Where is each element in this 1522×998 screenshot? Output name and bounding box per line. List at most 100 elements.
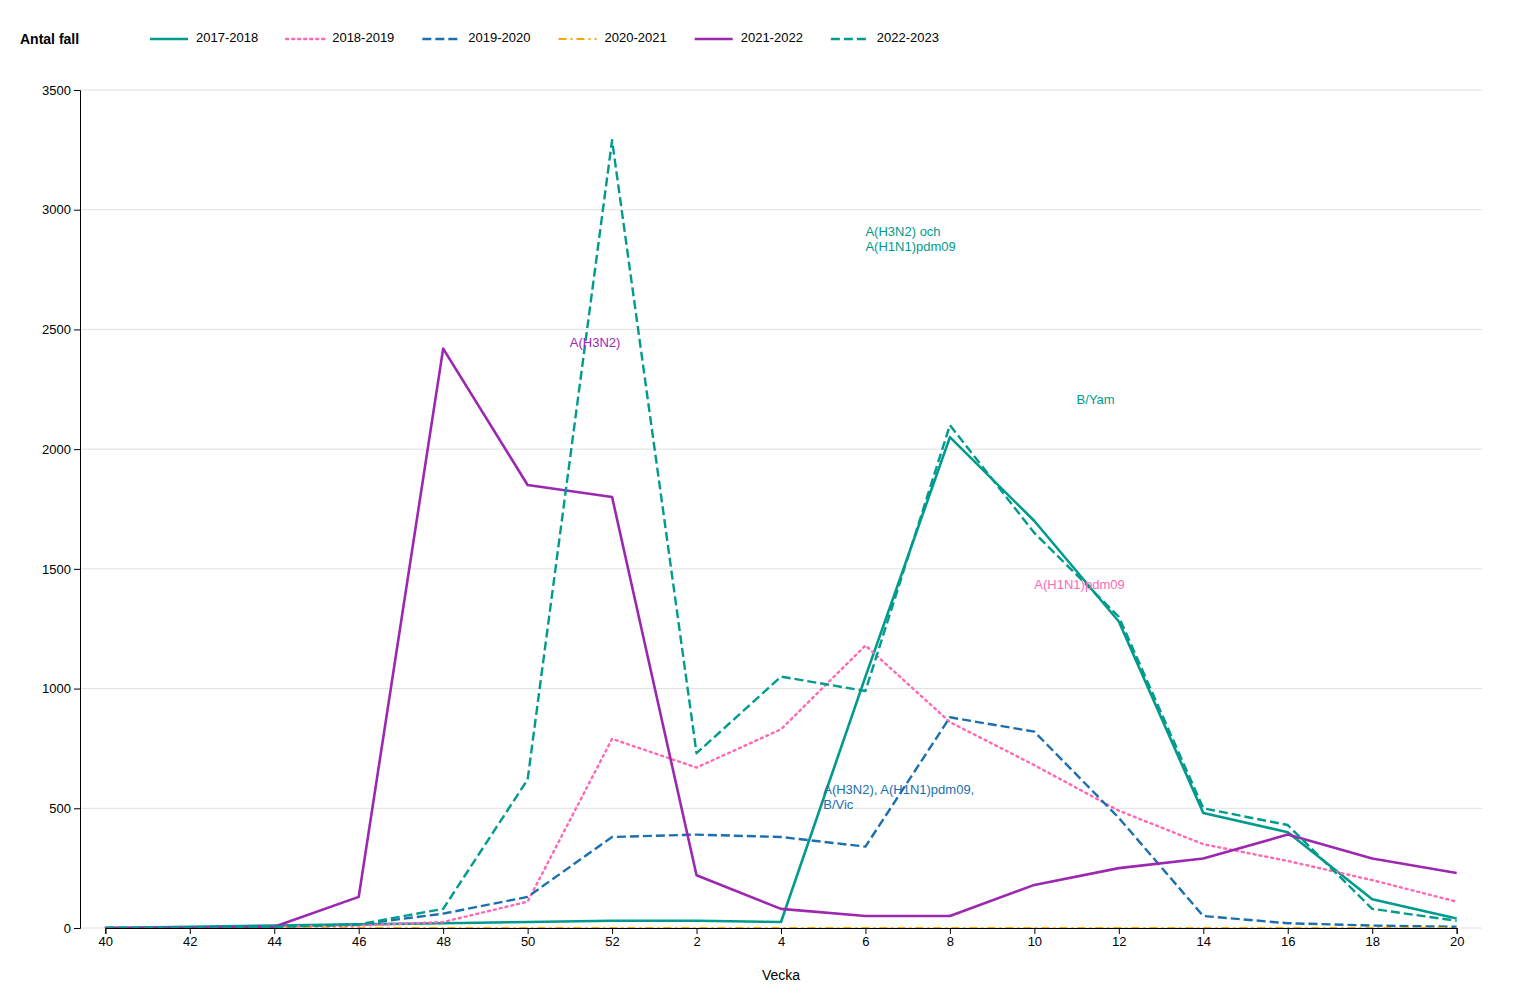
x-tick-mark <box>1119 928 1120 934</box>
x-tick-label: 16 <box>1281 934 1295 949</box>
grid-line <box>80 329 1482 330</box>
x-tick-mark <box>781 928 782 934</box>
x-tick: 52 <box>605 928 619 949</box>
x-tick: 6 <box>862 928 869 949</box>
x-tick: 46 <box>352 928 366 949</box>
x-tick-label: 52 <box>605 934 619 949</box>
x-tick-mark <box>528 928 529 934</box>
annotation-line: A(H3N2) och <box>865 225 940 240</box>
y-tick-mark <box>74 569 80 570</box>
x-tick-mark <box>359 928 360 934</box>
x-tick: 48 <box>436 928 450 949</box>
x-tick: 10 <box>1028 928 1042 949</box>
legend-item: 2019-2020 <box>422 30 530 45</box>
x-tick-mark <box>1203 928 1204 934</box>
annotation-line: A(H3N2) <box>570 335 621 350</box>
grid-line <box>80 808 1482 809</box>
x-tick-mark <box>1372 928 1373 934</box>
annotation-line: B/Vic <box>823 798 854 813</box>
x-tick: 2 <box>693 928 700 949</box>
legend-item: 2022-2023 <box>831 30 939 45</box>
legend-swatch <box>150 38 188 41</box>
x-tick-label: 48 <box>436 934 450 949</box>
x-tick-label: 4 <box>778 934 785 949</box>
series-line <box>105 717 1456 928</box>
annotation: A(H3N2) <box>570 335 621 350</box>
x-tick-mark <box>190 928 191 934</box>
x-tick-label: 50 <box>521 934 535 949</box>
annotation: A(H1N1)pdm09 <box>1034 577 1124 592</box>
legend-item: 2018-2019 <box>286 30 394 45</box>
y-tick-mark <box>74 808 80 809</box>
y-axis-title: Antal fall <box>20 31 79 47</box>
x-axis-line <box>106 929 1457 935</box>
legend-label: 2017-2018 <box>196 30 258 45</box>
x-tick-mark <box>865 928 866 934</box>
series-line <box>105 437 1456 928</box>
x-tick: 50 <box>521 928 535 949</box>
legend-swatch <box>831 38 869 40</box>
grid-line <box>80 568 1482 569</box>
annotation: B/Yam <box>1077 393 1115 408</box>
x-tick: 44 <box>268 928 282 949</box>
grid-line <box>80 90 1482 91</box>
x-tick-label: 42 <box>183 934 197 949</box>
y-tick-mark <box>74 329 80 330</box>
x-tick-label: 12 <box>1112 934 1126 949</box>
x-tick-label: 44 <box>268 934 282 949</box>
x-tick: 18 <box>1365 928 1379 949</box>
legend-item: 2020-2021 <box>559 30 667 45</box>
y-tick: 1000 <box>42 681 80 696</box>
y-tick: 500 <box>49 801 80 816</box>
legend-label: 2021-2022 <box>741 30 803 45</box>
y-tick: 1500 <box>42 562 80 577</box>
x-tick-label: 14 <box>1197 934 1211 949</box>
chart: 0500100015002000250030003500404244464850… <box>0 0 1522 998</box>
y-tick: 3000 <box>42 202 80 217</box>
y-axis: 0 500 1000 1500 2000 2500 3000 3500 <box>42 83 80 936</box>
grid-line <box>80 209 1482 210</box>
x-tick-label: 8 <box>947 934 954 949</box>
series-line <box>105 140 1456 928</box>
y-tick: 2500 <box>42 322 80 337</box>
annotation-line: A(H3N2), A(H1N1)pdm09, <box>823 783 974 798</box>
x-tick-mark <box>1288 928 1289 934</box>
legend-label: 2018-2019 <box>332 30 394 45</box>
annotation: A(H3N2), A(H1N1)pdm09,B/Vic <box>823 783 974 813</box>
annotation-line: A(H1N1)pdm09 <box>865 240 955 255</box>
x-tick-label: 6 <box>862 934 869 949</box>
legend-swatch <box>559 38 597 40</box>
y-tick-label: 2000 <box>42 442 71 457</box>
x-tick-label: 10 <box>1028 934 1042 949</box>
x-tick-mark <box>1457 928 1458 934</box>
y-tick-label: 3500 <box>42 83 71 98</box>
x-tick-label: 46 <box>352 934 366 949</box>
grid-line <box>80 449 1482 450</box>
legend-item: 2017-2018 <box>150 30 258 45</box>
grid-line <box>80 688 1482 689</box>
plot: 0500100015002000250030003500404244464850… <box>42 83 1482 950</box>
y-tick-label: 3000 <box>42 202 71 217</box>
x-tick-label: 20 <box>1450 934 1464 949</box>
y-tick-mark <box>74 689 80 690</box>
annotation: A(H3N2) ochA(H1N1)pdm09 <box>865 225 955 255</box>
y-tick-label: 2500 <box>42 322 71 337</box>
y-tick: 2000 <box>42 442 80 457</box>
y-axis-line <box>74 91 81 929</box>
legend: 2017-2018 2018-2019 2019-2020 2020-2021 2021… <box>150 30 939 45</box>
x-tick-mark <box>1034 928 1035 934</box>
legend-label: 2019-2020 <box>468 30 530 45</box>
x-tick: 16 <box>1281 928 1295 949</box>
x-tick-mark <box>274 928 275 934</box>
y-tick-label: 1500 <box>42 562 71 577</box>
annotation-line: A(H1N1)pdm09 <box>1034 577 1124 592</box>
x-tick-mark <box>950 928 951 934</box>
annotation-line: B/Yam <box>1077 393 1115 408</box>
lines <box>105 140 1456 928</box>
y-tick: 0 <box>64 921 80 936</box>
annotations: A(H3N2) ochA(H1N1)pdm09A(H3N2)B/YamA(H1N… <box>570 225 1125 813</box>
legend-swatch <box>422 38 460 40</box>
y-tick: 3500 <box>42 83 80 98</box>
legend-swatch <box>695 38 733 41</box>
x-tick-mark <box>612 928 613 934</box>
